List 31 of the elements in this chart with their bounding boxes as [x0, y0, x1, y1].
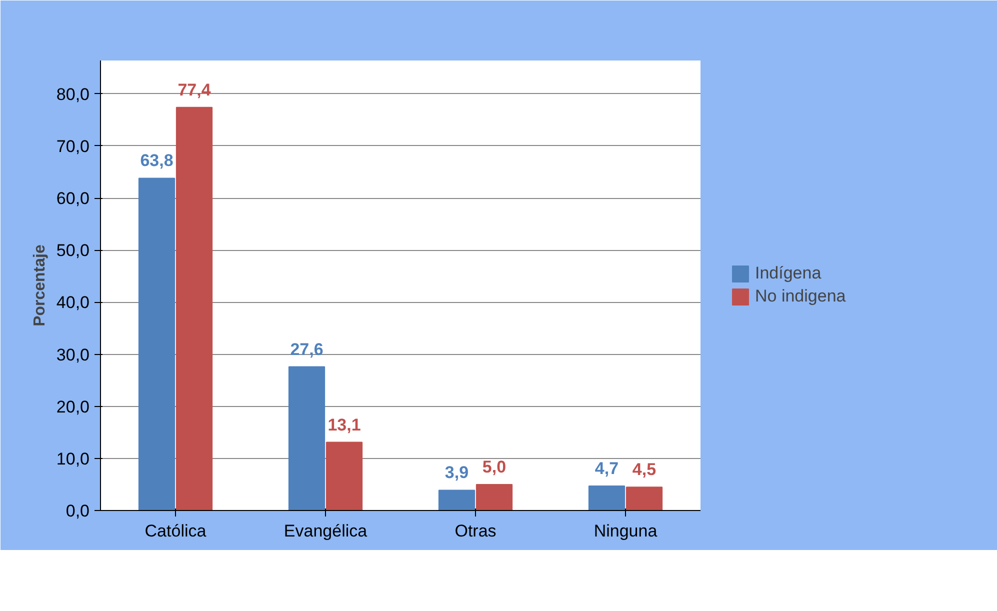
y-tick-label: 80,0 — [56, 84, 90, 104]
y-tick-label: 70,0 — [56, 136, 90, 156]
x-tick-label: Evangélica — [284, 522, 368, 540]
bar — [476, 484, 513, 510]
data-label: 5,0 — [482, 457, 506, 476]
bar — [288, 366, 326, 510]
y-tick-label: 40,0 — [56, 293, 90, 312]
y-tick-label: 10,0 — [56, 449, 90, 468]
bar — [438, 490, 476, 510]
data-label: 63,8 — [140, 151, 174, 170]
bar — [326, 442, 363, 510]
data-label: 13,1 — [328, 415, 361, 434]
bar — [626, 486, 663, 510]
data-label: 27,6 — [290, 340, 324, 359]
y-tick-label: 20,0 — [56, 397, 90, 416]
y-tick-label: 50,0 — [56, 241, 90, 260]
legend-label: No indigena — [755, 286, 846, 306]
bar — [176, 106, 213, 510]
y-axis-title: Porcentaje — [31, 244, 48, 326]
x-tick-label: Católica — [144, 522, 207, 540]
bar — [588, 486, 626, 510]
x-tick-label: Otras — [454, 522, 496, 540]
y-tick-label: 0,0 — [66, 502, 90, 520]
bar — [138, 178, 176, 510]
data-label: 4,5 — [632, 460, 656, 480]
y-tick-label: 30,0 — [56, 345, 90, 364]
data-label: 3,9 — [444, 463, 469, 482]
data-label: 4,7 — [594, 459, 619, 478]
x-tick-label: Ninguna — [594, 522, 658, 540]
y-tick-label: 60,0 — [56, 189, 90, 208]
legend-label: Indígena — [755, 264, 822, 284]
